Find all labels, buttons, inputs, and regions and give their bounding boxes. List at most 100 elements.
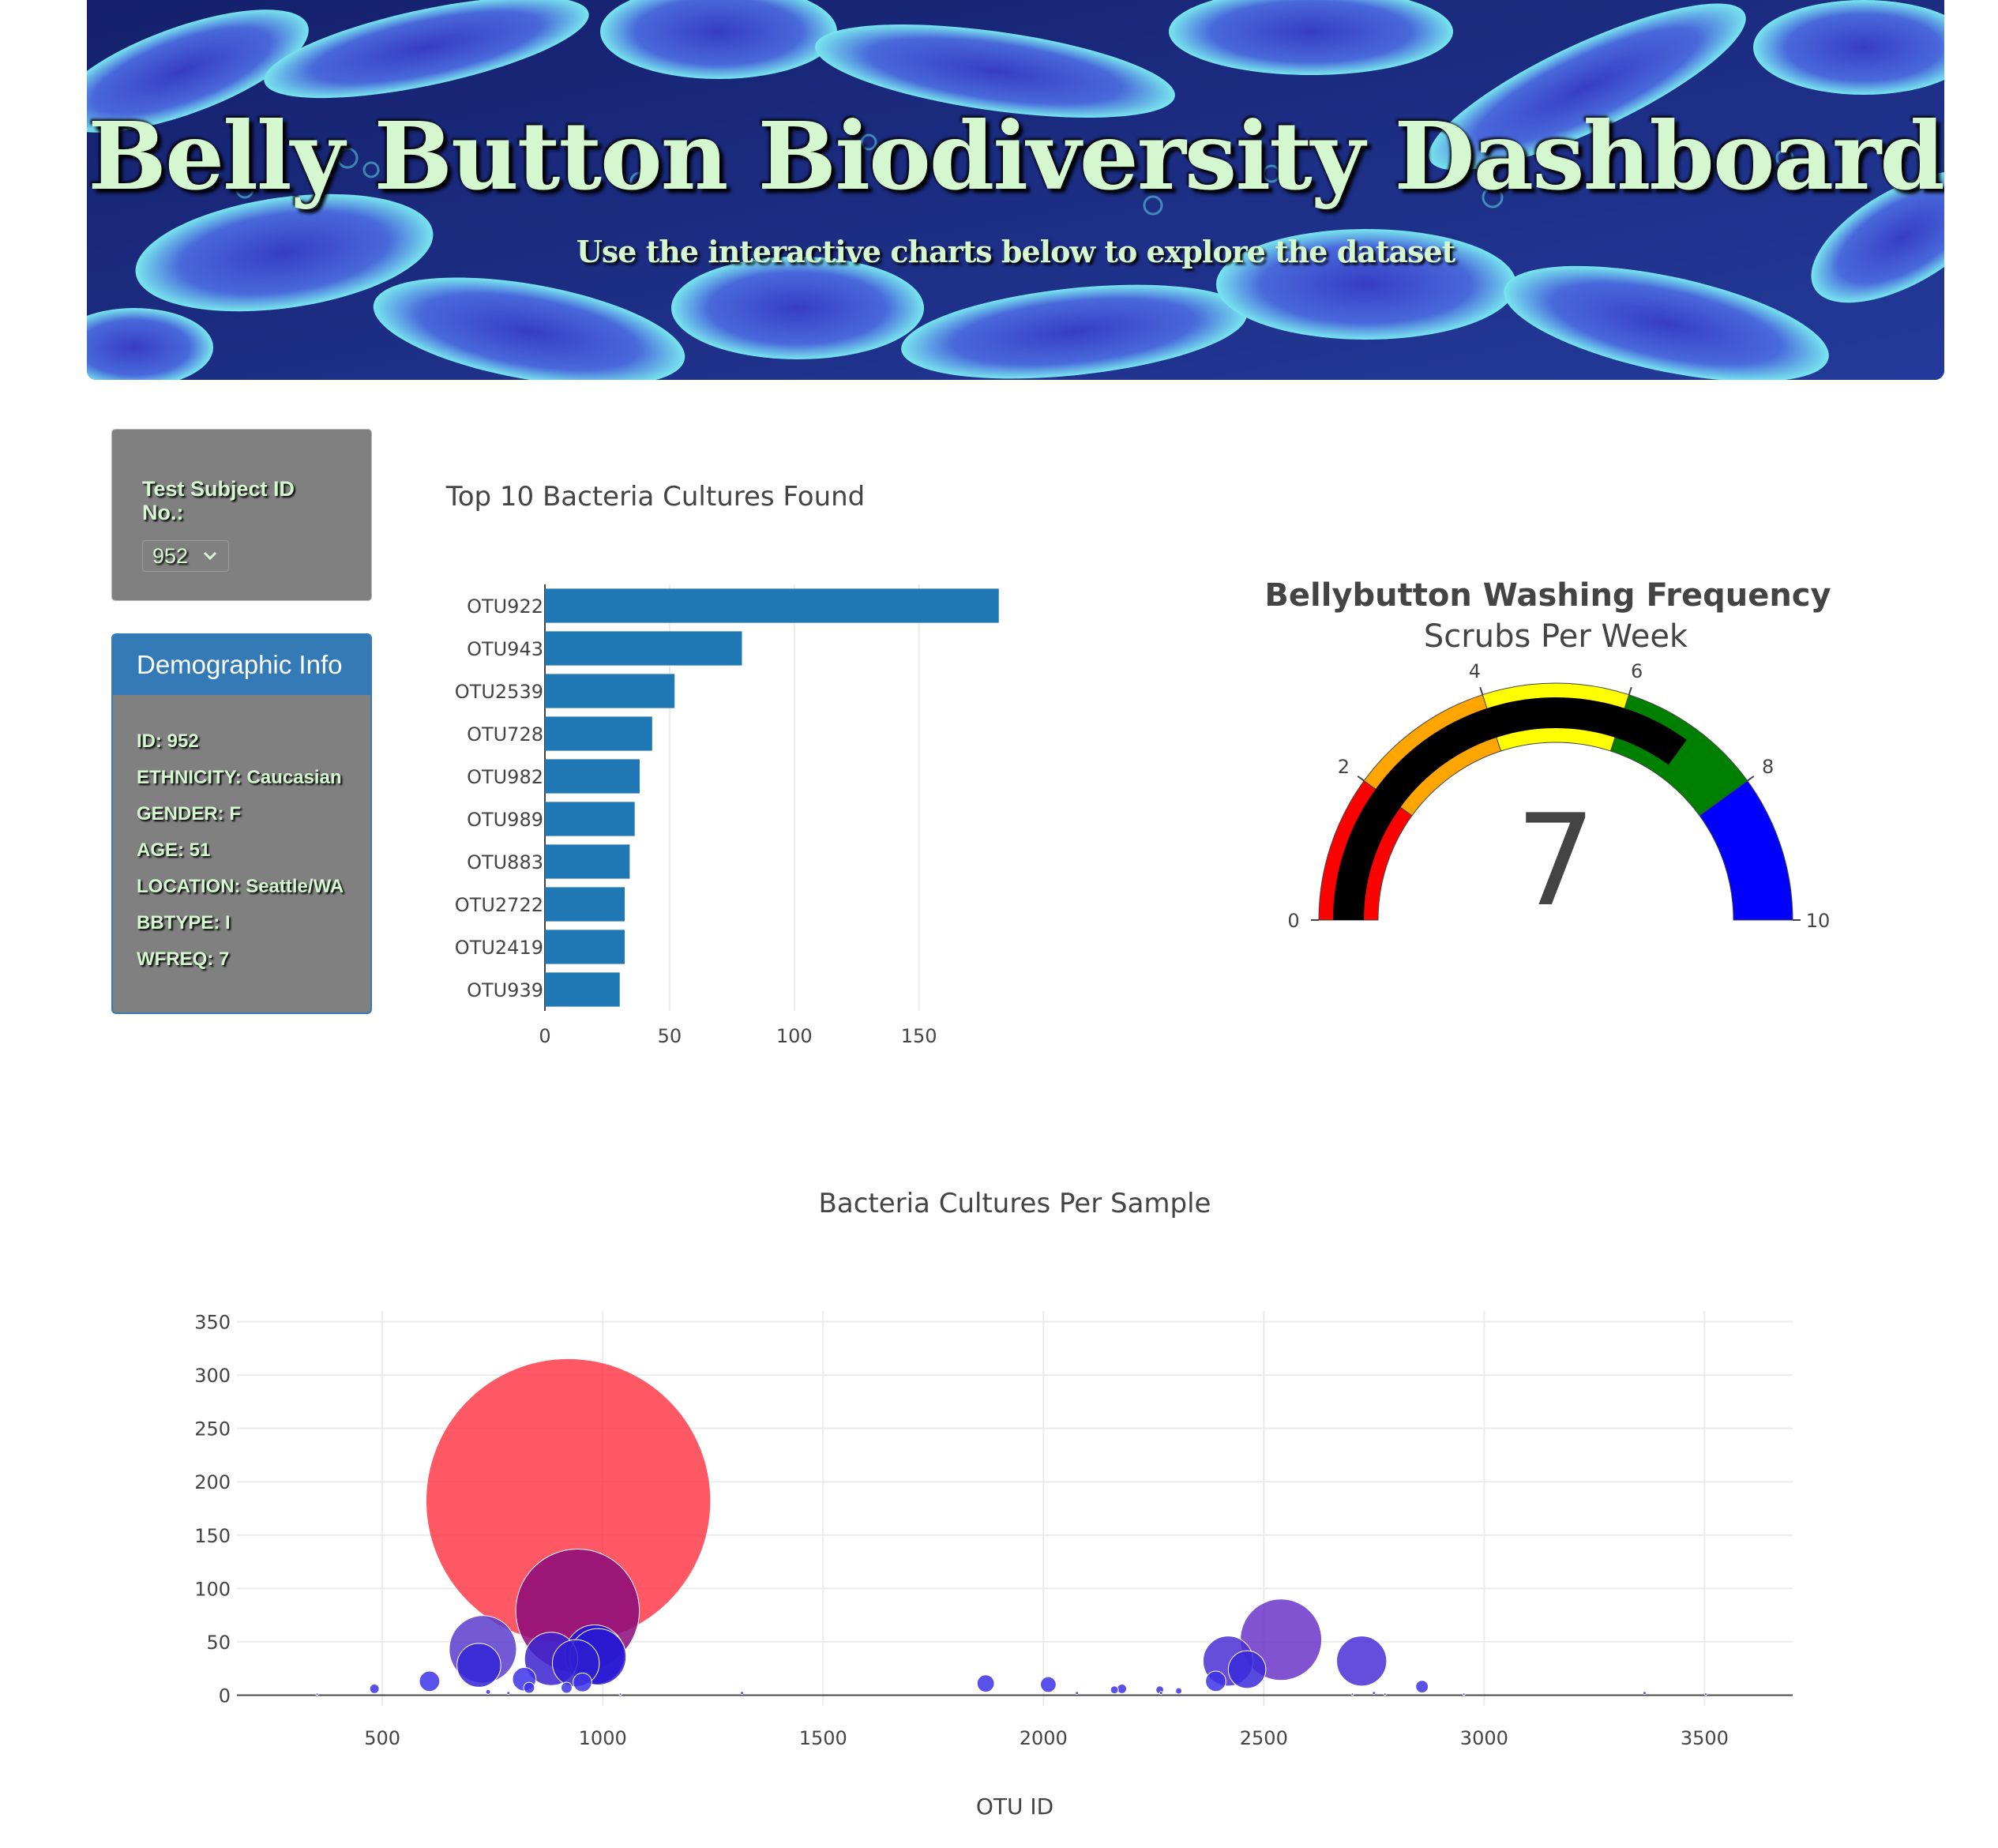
bar-chart-y-tick-label: OTU2419 xyxy=(455,937,543,959)
bubble-chart-bubble xyxy=(1372,1691,1376,1696)
bar-chart-bar xyxy=(545,972,620,1007)
bubble-chart-x-tick-label: 500 xyxy=(364,1727,400,1749)
bubble-chart-bubble xyxy=(419,1670,441,1692)
demographic-row-id: ID: 952 xyxy=(137,731,199,752)
bubble-chart-x-tick-label: 2000 xyxy=(1020,1727,1068,1749)
bar-chart-y-tick-label: OTU989 xyxy=(467,809,543,831)
bar-chart-x-tick-label: 100 xyxy=(776,1025,813,1047)
bubble-chart-bubble xyxy=(1040,1676,1057,1693)
demographic-info-list: ID: 952 ETHNICITY: Caucasian GENDER: F A… xyxy=(137,730,344,984)
bubble-chart-bubble xyxy=(1462,1692,1466,1696)
bubble-chart-y-tick-label: 150 xyxy=(194,1525,231,1547)
bubble-chart-bubble xyxy=(1205,1670,1226,1692)
gauge-subtitle: Scrubs Per Week xyxy=(1424,618,1688,655)
chevron-down-icon xyxy=(203,551,217,561)
bubble-chart-bubble xyxy=(1175,1687,1183,1695)
demographic-row-age: AGE: 51 xyxy=(137,839,211,861)
bubble-chart-bubble xyxy=(315,1692,319,1696)
bubble-chart-bubble xyxy=(573,1672,592,1692)
bubble-chart-y-tick-label: 50 xyxy=(206,1632,231,1654)
bubble-chart-bubble xyxy=(976,1674,995,1693)
bubble-chart-y-tick-label: 350 xyxy=(194,1312,231,1334)
demographic-row-ethnicity: ETHNICITY: Caucasian xyxy=(137,767,342,788)
bubble-chart-bubble xyxy=(506,1691,511,1696)
gauge-title: Bellybutton Washing Frequency xyxy=(1264,577,1831,614)
bar-chart-x-tick-label: 0 xyxy=(539,1025,550,1047)
bubble-chart-bubble xyxy=(1336,1636,1388,1687)
bar-chart-bar xyxy=(545,588,999,623)
bar-chart-title: Top 10 Bacteria Cultures Found xyxy=(445,481,866,513)
bar-chart-y-tick-label: OTU982 xyxy=(467,766,543,788)
bubble-chart-x-tick-label: 2500 xyxy=(1240,1727,1288,1749)
bubble-chart-bubble xyxy=(1704,1692,1708,1696)
gauge-tick xyxy=(1747,775,1755,782)
bubble-chart-y-tick-label: 0 xyxy=(219,1685,231,1707)
gauge-tick-label: 8 xyxy=(1762,756,1774,778)
subject-selector-panel: Test Subject ID No.: 952 xyxy=(111,429,372,601)
bubble-chart-bubble xyxy=(369,1683,380,1694)
bubble-chart-bubble xyxy=(1350,1692,1354,1696)
bubble-chart-y-tick-label: 100 xyxy=(194,1578,231,1600)
bubble-chart-title: Bacteria Cultures Per Sample xyxy=(819,1188,1211,1219)
bar-chart-bar xyxy=(545,759,640,794)
bubble-chart-x-axis-label: OTU ID xyxy=(976,1794,1053,1820)
gauge-tick-label: 6 xyxy=(1631,660,1643,682)
page-title: Belly Button Biodiversity Dashboard xyxy=(88,101,1944,211)
bubble-chart-x-tick-label: 3500 xyxy=(1681,1727,1729,1749)
bar-chart-y-tick-label: OTU728 xyxy=(467,723,543,746)
header-banner: Belly Button Biodiversity Dashboard Use … xyxy=(87,0,1944,380)
gauge-tick xyxy=(1628,686,1632,695)
demographic-row-wfreq: WFREQ: 7 xyxy=(137,948,230,970)
gauge-value-number: 7 xyxy=(1515,787,1596,934)
bar-chart-y-tick-label: OTU943 xyxy=(467,638,543,660)
bubble-chart-bubble xyxy=(1110,1685,1119,1695)
bar-chart-y-tick-label: OTU922 xyxy=(467,595,543,618)
top10-bar-chart[interactable]: Top 10 Bacteria Cultures Found 0 50 100 150 O… xyxy=(426,458,1074,1058)
bubble-chart-x-tick-label: 1000 xyxy=(579,1727,627,1749)
gauge-tick xyxy=(1479,686,1484,695)
demographic-info-panel: Demographic Info ID: 952 ETHNICITY: Cauc… xyxy=(111,633,372,1014)
bubble-chart-bubble xyxy=(523,1681,535,1694)
bubble-chart-bubble xyxy=(1415,1680,1429,1694)
washing-frequency-gauge[interactable]: Bellybutton Washing Frequency Scrubs Per … xyxy=(1232,553,1864,963)
bubble-chart-bubble xyxy=(1159,1691,1163,1696)
gauge-tick-label: 2 xyxy=(1338,756,1350,778)
bubble-chart-bubble xyxy=(485,1688,491,1695)
bar-chart-y-tick-label: OTU2539 xyxy=(455,681,543,703)
bar-chart-bar xyxy=(545,716,652,751)
bubble-chart-bubble xyxy=(1117,1683,1128,1694)
bar-chart-bar xyxy=(545,631,742,666)
bubble-chart-y-tick-label: 250 xyxy=(194,1418,231,1440)
bacteria-background-image xyxy=(87,0,1944,380)
bar-chart-bar xyxy=(545,674,675,708)
bar-chart-x-tick-label: 50 xyxy=(658,1025,682,1047)
bar-chart-y-tick-label: OTU883 xyxy=(467,851,543,873)
bubble-chart-x-tick-label: 1500 xyxy=(799,1727,847,1749)
bubble-chart-y-tick-label: 300 xyxy=(194,1365,231,1387)
subject-id-selected-value: 952 xyxy=(152,544,189,568)
demographic-info-heading: Demographic Info xyxy=(113,635,370,695)
subject-id-dropdown[interactable]: 952 xyxy=(142,540,229,572)
bar-chart-bar xyxy=(545,887,625,922)
gauge-tick-label: 0 xyxy=(1287,910,1299,932)
bubble-chart-bubble xyxy=(740,1691,745,1696)
gauge-tick xyxy=(1357,775,1365,782)
bubble-chart-x-tick-label: 3000 xyxy=(1460,1727,1508,1749)
bubble-chart-bubble xyxy=(1383,1692,1387,1696)
gauge-tick-label: 4 xyxy=(1469,660,1481,682)
bubble-chart-bubble xyxy=(1643,1691,1647,1696)
bubble-chart-bubble xyxy=(561,1681,573,1694)
gauge-tick-label: 10 xyxy=(1806,910,1831,932)
page-subtitle: Use the interactive charts below to expl… xyxy=(576,234,1455,269)
demographic-row-gender: GENDER: F xyxy=(137,803,241,824)
demographic-row-location: LOCATION: Seattle/WA xyxy=(137,876,344,897)
bubble-chart-bubble xyxy=(456,1643,501,1688)
bar-chart-y-tick-label: OTU939 xyxy=(467,979,543,1001)
bar-chart-x-tick-label: 150 xyxy=(901,1025,937,1047)
bubble-chart-y-tick-label: 200 xyxy=(194,1471,231,1493)
demographic-row-bbtype: BBTYPE: I xyxy=(137,912,231,933)
bar-chart-y-tick-label: OTU2722 xyxy=(455,894,543,916)
bubble-chart-bubble xyxy=(1227,1650,1267,1689)
bar-chart-bar xyxy=(545,844,630,879)
